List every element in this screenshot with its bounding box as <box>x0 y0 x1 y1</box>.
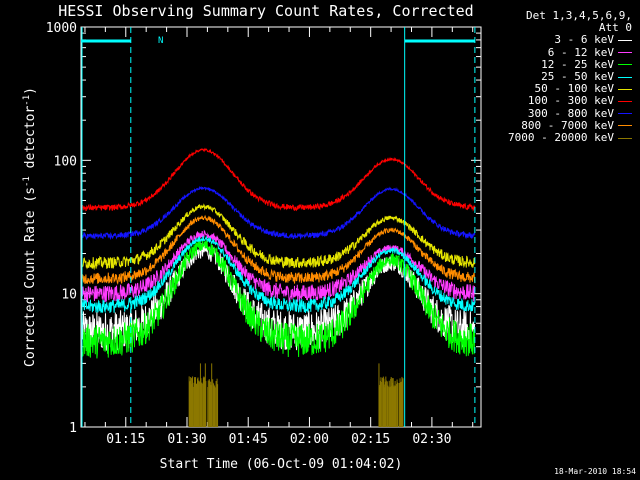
series-line-5 <box>81 147 476 212</box>
legend-swatch <box>618 113 632 115</box>
series-line-6 <box>81 185 476 241</box>
legend-label: 800 - 7000 keV <box>521 118 614 132</box>
y-tick-label: 10 <box>61 288 77 303</box>
legend-label: 25 - 50 keV <box>541 70 614 84</box>
legend-label: 50 - 100 keV <box>534 82 614 96</box>
chart-title: HESSI Observing Summary Count Rates, Cor… <box>58 2 473 20</box>
legend-swatch <box>618 88 632 90</box>
legend-entry: 50 - 100 keV <box>482 83 632 95</box>
x-tick-label: 02:30 <box>412 432 451 447</box>
x-axis-ticks: 01:15 01:30 01:45 02:00 02:15 02:30 <box>84 27 474 447</box>
legend-swatch <box>618 64 632 66</box>
x-tick-label: 01:15 <box>106 432 145 447</box>
legend-swatch <box>618 52 632 54</box>
attenuator-markers <box>81 27 476 427</box>
legend-entry: 6 - 12 keV <box>482 45 632 59</box>
legend-swatch <box>618 137 632 139</box>
legend-label: 100 - 300 keV <box>527 94 614 108</box>
legend-label: 6 - 12 keV <box>547 45 614 59</box>
x-tick-label: 01:45 <box>229 432 268 447</box>
y-tick-label: 1000 <box>46 21 77 36</box>
x-tick-label: 01:30 <box>167 432 206 447</box>
series-line-4 <box>81 203 476 271</box>
legend-swatch <box>618 76 632 78</box>
legend-label: 300 - 800 keV <box>527 106 614 120</box>
series-lines <box>81 147 476 427</box>
legend-entry: 300 - 800 keV <box>482 106 632 120</box>
legend-entry: 12 - 25 keV <box>482 57 632 71</box>
legend-header-detectors: Det 1,3,4,5,6,9, <box>526 9 632 22</box>
y-tick-label: 100 <box>54 154 77 169</box>
series-line-1 <box>81 229 476 303</box>
y-tick-label: 1 <box>69 421 77 436</box>
legend-swatch <box>618 101 632 103</box>
plot-frame <box>80 26 482 428</box>
legend: Det 1,3,4,5,6,9, Att 0 3 - 6 keV 6 - 12 k… <box>482 9 632 145</box>
legend-label: 12 - 25 keV <box>541 57 614 71</box>
night-marker: N <box>158 36 163 46</box>
series-line-3 <box>81 235 476 314</box>
legend-entry: 100 - 300 keV <box>482 95 632 107</box>
x-axis-label: Start Time (06-Oct-09 01:04:02) <box>160 457 403 472</box>
x-tick-label: 02:00 <box>290 432 329 447</box>
legend-label: 3 - 6 keV <box>554 33 614 47</box>
legend-label: 7000 - 20000 keV <box>508 131 614 145</box>
legend-entry: 25 - 50 keV <box>482 70 632 84</box>
legend-swatch <box>618 40 632 41</box>
legend-header-attenuator: Att 0 <box>598 21 632 35</box>
legend-entry: 800 - 7000 keV <box>482 118 632 132</box>
y-axis-label: Corrected Count Rate (s-1 detector-1) <box>22 87 38 367</box>
series-line-7 <box>81 214 476 285</box>
series-line-2 <box>81 239 476 359</box>
x-tick-label: 02:15 <box>351 432 390 447</box>
timestamp: 18-Mar-2010 18:54 <box>554 467 636 476</box>
legend-entry: 3 - 6 keV <box>482 34 632 46</box>
legend-entry: 7000 - 20000 keV <box>482 131 632 145</box>
legend-swatch <box>618 125 632 127</box>
